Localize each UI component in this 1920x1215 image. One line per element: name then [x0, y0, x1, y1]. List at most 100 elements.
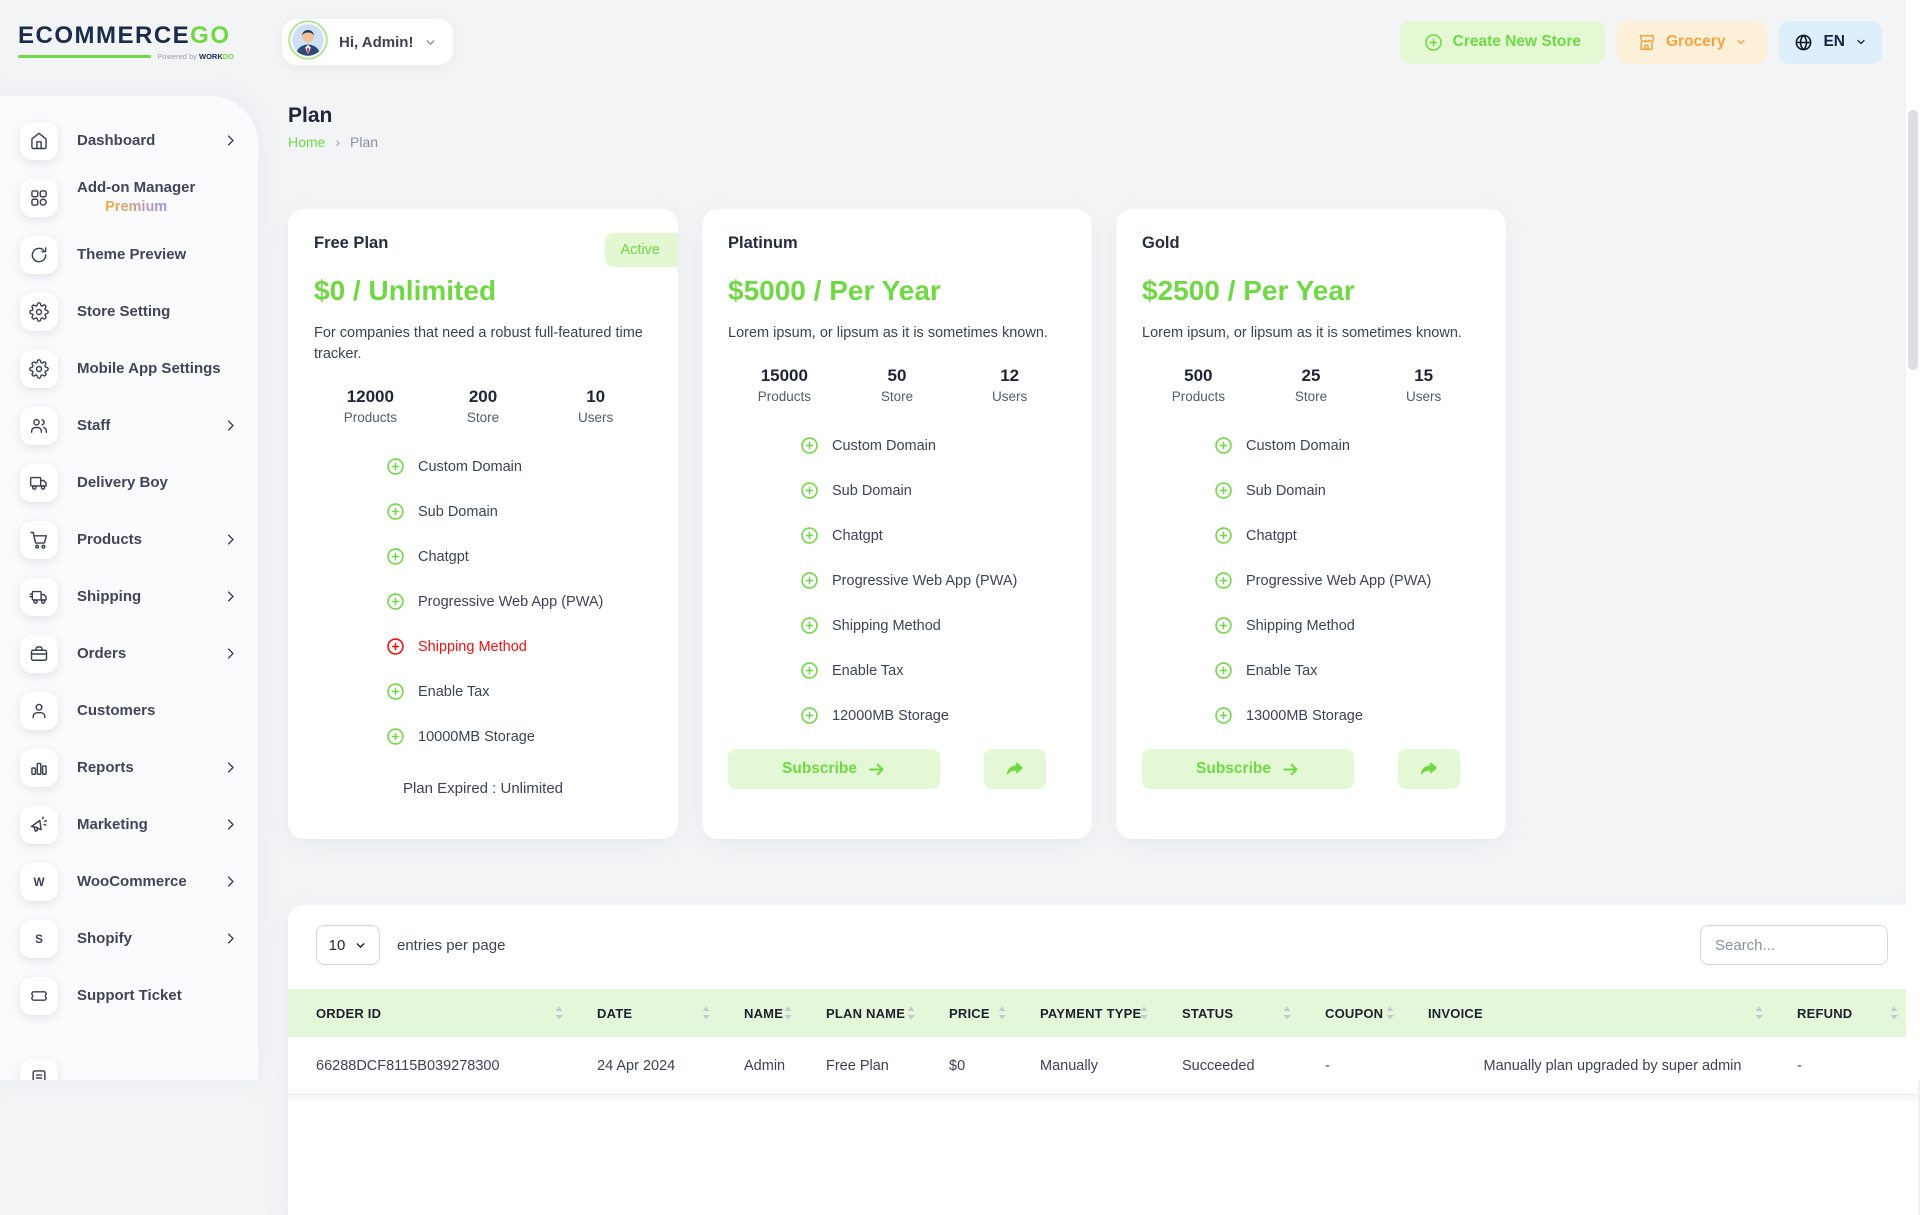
- sidebar-item-store-setting[interactable]: Store Setting: [0, 283, 258, 340]
- feature-label: Progressive Web App (PWA): [418, 593, 604, 610]
- feature-list: Custom Domain Sub Domain Chatgpt Progressiv…: [1142, 434, 1480, 727]
- circle-plus-icon: [386, 682, 405, 701]
- sidebar-item-marketing[interactable]: Marketing: [0, 796, 258, 853]
- column-header-date[interactable]: DATE: [597, 989, 744, 1037]
- store-switcher-button[interactable]: Grocery: [1617, 20, 1768, 64]
- create-new-store-button[interactable]: Create New Store: [1399, 20, 1605, 64]
- share-button[interactable]: [984, 749, 1046, 789]
- feature-label: Custom Domain: [832, 437, 936, 454]
- language-selector-button[interactable]: EN: [1779, 20, 1882, 64]
- premium-label: Premium: [77, 198, 195, 217]
- sidebar-item-label: Dashboard: [77, 131, 156, 149]
- feature-sub-domain: Sub Domain: [386, 500, 652, 523]
- sort-icon: [1140, 1006, 1148, 1020]
- subscribe-button[interactable]: Subscribe: [1142, 749, 1354, 789]
- circle-plus-icon: [800, 661, 819, 680]
- plan-name: Free Plan: [314, 234, 389, 252]
- topbar: ECOMMERCEGO Powered by WORKDO Hi, Admin!: [0, 0, 1906, 84]
- scrollbar-thumb[interactable]: [1908, 110, 1918, 370]
- feature-chatgpt: Chatgpt: [1214, 524, 1480, 547]
- plan-price: $0 / Unlimited: [314, 275, 497, 306]
- active-badge: Active: [604, 233, 678, 267]
- circle-plus-icon: [1214, 526, 1233, 545]
- brand-name: ECOMMERCEGO: [18, 21, 231, 49]
- circle-plus-icon: [1214, 616, 1233, 635]
- feature-sub-domain: Sub Domain: [1214, 479, 1480, 502]
- sidebar-item-partial[interactable]: [0, 1049, 258, 1080]
- feature-label: Sub Domain: [1246, 482, 1326, 499]
- circle-plus-icon: [386, 592, 405, 611]
- sidebar-item-dashboard[interactable]: Dashboard: [0, 112, 258, 169]
- cell-coupon: -: [1325, 1037, 1428, 1095]
- sidebar-item-woocommerce[interactable]: W WooCommerce: [0, 853, 258, 910]
- column-header-plan-name[interactable]: PLAN NAME: [826, 989, 949, 1037]
- feature-custom-domain: Custom Domain: [800, 434, 1066, 457]
- feature-13000mb-storage: 13000MB Storage: [1214, 704, 1480, 727]
- sidebar-nav: Dashboard Add-on Manager Premium Theme Prev…: [0, 112, 258, 1080]
- column-label: STATUS: [1182, 1005, 1234, 1021]
- circle-plus-icon: [1214, 481, 1233, 500]
- circle-plus-icon: [800, 571, 819, 590]
- sidebar-item-mobile-app-settings[interactable]: Mobile App Settings: [0, 340, 258, 397]
- user-menu[interactable]: Hi, Admin!: [282, 19, 454, 65]
- sidebar-item-label: Store Setting: [77, 302, 171, 320]
- sidebar-item-reports[interactable]: Reports: [0, 739, 258, 796]
- plan-expiry-note: Plan Expired : Unlimited: [402, 780, 564, 797]
- chevron-right-icon: [223, 817, 238, 832]
- column-header-invoice[interactable]: INVOICE: [1428, 989, 1797, 1037]
- circle-plus-icon: [800, 706, 819, 725]
- feature-label: Shipping Method: [832, 617, 941, 634]
- sort-icon: [784, 1006, 792, 1020]
- stat-label: Users: [578, 410, 614, 425]
- column-header-order-id[interactable]: ORDER ID: [288, 989, 597, 1037]
- sidebar-item-staff[interactable]: Staff: [0, 397, 258, 454]
- column-header-status[interactable]: STATUS: [1182, 989, 1325, 1037]
- column-label: REFUND: [1797, 1005, 1853, 1021]
- feature-label: Sub Domain: [832, 482, 912, 499]
- brand-logo[interactable]: ECOMMERCEGO Powered by WORKDO: [18, 21, 234, 61]
- circle-plus-icon: [386, 547, 405, 566]
- circle-plus-icon: [1214, 571, 1233, 590]
- sidebar-item-products[interactable]: Products: [0, 511, 258, 568]
- plan-stats: 12000 Products 200 Store 10 Users: [314, 387, 652, 425]
- sidebar-item-support-ticket[interactable]: Support Ticket: [0, 967, 258, 1024]
- sidebar-item-delivery-boy[interactable]: Delivery Boy: [0, 454, 258, 511]
- breadcrumb-home-link[interactable]: Home: [288, 134, 326, 150]
- circle-plus-icon: [386, 457, 405, 476]
- cell-date: 24 Apr 2024: [597, 1037, 744, 1095]
- stat-products: 500 Products: [1142, 366, 1255, 404]
- column-header-coupon[interactable]: COUPON: [1325, 989, 1428, 1037]
- stat-value: 10: [586, 387, 606, 406]
- stat-label: Products: [1171, 389, 1225, 404]
- sidebar-item-theme-preview[interactable]: Theme Preview: [0, 226, 258, 283]
- sidebar-item-label: Shopify: [77, 929, 132, 947]
- entries-per-page-select[interactable]: 10: [316, 925, 380, 965]
- feature-enable-tax: Enable Tax: [1214, 659, 1480, 682]
- cell-payment-type: Manually: [1040, 1037, 1182, 1095]
- svg-text:S: S: [35, 933, 43, 946]
- column-label: PLAN NAME: [826, 1005, 906, 1021]
- sidebar-item-shopify[interactable]: S Shopify: [0, 910, 258, 967]
- sidebar-item-label: Staff: [77, 416, 111, 434]
- vertical-scrollbar[interactable]: [1906, 0, 1920, 1080]
- sidebar-item-orders[interactable]: Orders: [0, 625, 258, 682]
- feature-progressive-web-app-pwa: Progressive Web App (PWA): [386, 590, 652, 613]
- breadcrumb-separator: ›: [335, 134, 341, 150]
- sidebar-item-customers[interactable]: Customers: [0, 682, 258, 739]
- share-button[interactable]: [1398, 749, 1460, 789]
- chevron-right-icon: [223, 532, 238, 547]
- table-controls: 10 entries per page: [316, 925, 1888, 965]
- feature-label: Enable Tax: [832, 662, 904, 679]
- sidebar-item-add-on-manager[interactable]: Add-on Manager Premium: [0, 169, 258, 226]
- stat-value: 15: [1414, 366, 1434, 385]
- column-header-name[interactable]: NAME: [744, 989, 826, 1037]
- column-header-price[interactable]: PRICE: [949, 989, 1040, 1037]
- cell-refund: -: [1797, 1037, 1918, 1095]
- subscribe-button[interactable]: Subscribe: [728, 749, 940, 789]
- sidebar-item-shipping[interactable]: Shipping: [0, 568, 258, 625]
- search-input[interactable]: [1700, 925, 1888, 965]
- column-header-refund[interactable]: REFUND: [1797, 989, 1918, 1037]
- column-header-payment-type[interactable]: PAYMENT TYPE: [1040, 989, 1182, 1037]
- stat-products: 12000 Products: [314, 387, 427, 425]
- chevron-down-icon: [424, 36, 437, 49]
